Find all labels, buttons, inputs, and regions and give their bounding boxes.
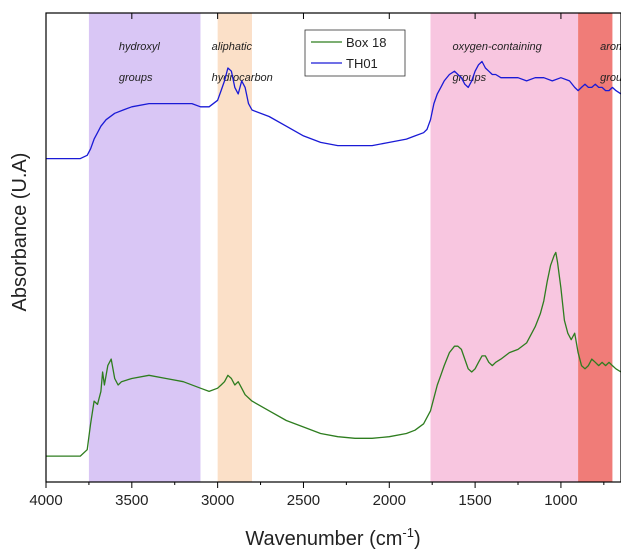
band-2 xyxy=(430,13,579,482)
x-tick-label-1500: 1500 xyxy=(458,492,491,509)
x-tick-label-2000: 2000 xyxy=(373,492,406,509)
y-axis-title: Absorbance (U.A) xyxy=(9,153,31,312)
legend-label-th01: TH01 xyxy=(346,56,378,71)
series-line-th01 xyxy=(46,60,621,160)
plot-frame xyxy=(45,12,621,483)
x-tick-label-3000: 3000 xyxy=(201,492,234,509)
x-tick-label-1000: 1000 xyxy=(544,492,577,509)
x-axis-title-sup: -1 xyxy=(402,525,414,540)
band-label-0-line1: hydroxyl xyxy=(119,41,161,53)
x-axis-title-main: Wavenumber (cm xyxy=(245,528,402,550)
band-label-3-line2: groups xyxy=(600,72,621,84)
band-label-3-line1: aromati xyxy=(600,41,621,53)
series-layer xyxy=(46,60,621,457)
band-label-1-line1: aliphatic xyxy=(212,41,253,53)
x-tick-label-2500: 2500 xyxy=(287,492,320,509)
band-0 xyxy=(88,13,201,482)
band-label-1-line2: hydrocarbon xyxy=(212,72,273,84)
series-line-box-18 xyxy=(46,251,621,457)
legend: Box 18 TH01 xyxy=(304,29,406,77)
band-layer: hydroxyl groups aliphatic hydrocarbon oxygen… xyxy=(88,13,621,482)
band-label-0-line2: groups xyxy=(119,72,153,84)
x-tick-label-4000: 4000 xyxy=(29,492,62,509)
legend-box xyxy=(304,29,406,77)
x-axis-title: Wavenumber (cm-1) xyxy=(245,525,420,550)
x-axis-ticks: 4000 3500 3000 2500 2000 1500 1000 xyxy=(29,13,605,509)
band-label-2-line2: groups xyxy=(452,72,486,84)
legend-label-box18: Box 18 xyxy=(346,35,386,50)
x-axis-title-end: ) xyxy=(414,528,421,550)
band-label-2-line1: oxygen-containing xyxy=(452,41,542,53)
x-tick-label-3500: 3500 xyxy=(115,492,148,509)
